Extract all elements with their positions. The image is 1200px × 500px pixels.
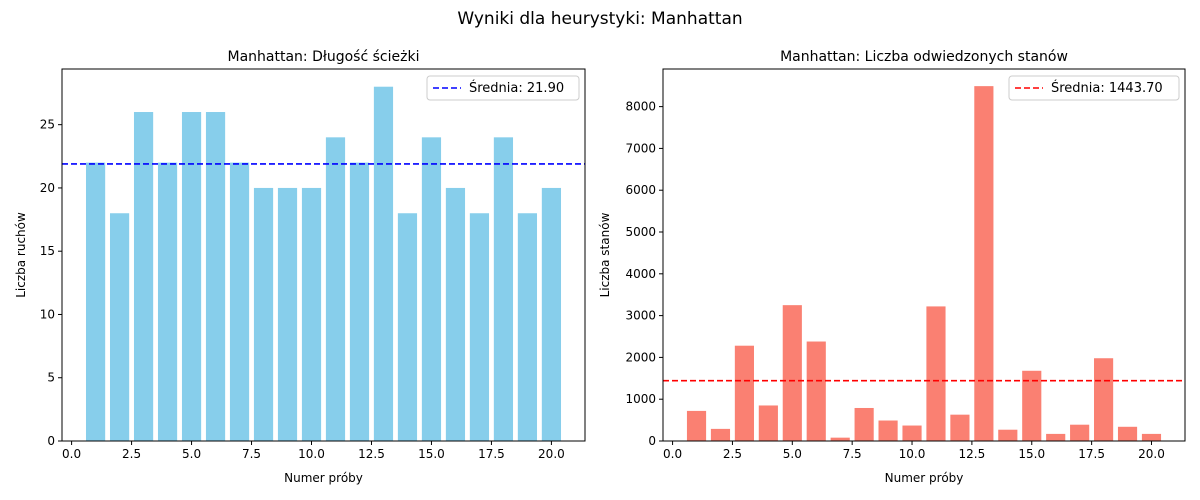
bar-5 — [181, 112, 202, 441]
x-tick-label: 7.5 — [242, 447, 261, 461]
y-tick-label: 20 — [40, 181, 55, 195]
x-tick-label: 12.5 — [959, 447, 986, 461]
bar-4 — [157, 162, 178, 441]
y-axis-label: Liczba ruchów — [14, 212, 28, 298]
x-tick-label: 5.0 — [783, 447, 802, 461]
bar-3 — [734, 345, 754, 441]
bar-17 — [469, 213, 490, 441]
bar-14 — [998, 429, 1018, 441]
bar-17 — [1070, 424, 1090, 441]
bar-20 — [1141, 433, 1162, 441]
bar-16 — [445, 187, 466, 441]
y-tick-label: 4000 — [625, 267, 656, 281]
y-tick-label: 3000 — [625, 309, 656, 323]
bar-10 — [301, 187, 322, 441]
y-tick-label: 6000 — [625, 183, 656, 197]
x-tick-label: 12.5 — [358, 447, 385, 461]
y-tick-label: 10 — [40, 307, 55, 321]
x-tick-label: 17.5 — [1078, 447, 1105, 461]
bar-12 — [950, 414, 970, 441]
chart-title: Manhattan: Długość ścieżki — [228, 49, 420, 65]
legend-label: Średnia: 21.90 — [469, 80, 564, 96]
x-tick-label: 5.0 — [182, 447, 201, 461]
x-tick-label: 10.0 — [298, 447, 325, 461]
bar-2 — [109, 213, 130, 441]
bar-8 — [253, 187, 274, 441]
x-axis-label: Numer próby — [284, 471, 363, 485]
bar-12 — [349, 162, 370, 441]
x-axis-label: Numer próby — [885, 471, 964, 485]
y-tick-label: 25 — [40, 118, 55, 132]
legend-box — [1008, 75, 1180, 101]
x-tick-label: 0.0 — [62, 447, 81, 461]
x-tick-label: 20.0 — [1138, 447, 1165, 461]
legend-label: Średnia: 1443.70 — [1051, 80, 1163, 96]
bar-3 — [133, 112, 154, 441]
x-tick-label: 2.5 — [723, 447, 742, 461]
bar-9 — [878, 420, 898, 441]
bar-1 — [85, 162, 106, 441]
y-tick-label: 5000 — [625, 225, 656, 239]
bar-1 — [686, 410, 707, 441]
bar-13 — [974, 86, 994, 441]
bar-16 — [1046, 433, 1066, 441]
x-tick-label: 10.0 — [899, 447, 926, 461]
figure-suptitle: Wyniki dla heurystyki: Manhattan — [457, 9, 742, 29]
bar-18 — [1094, 358, 1114, 441]
bar-7 — [830, 437, 850, 441]
bar-13 — [373, 86, 394, 441]
y-tick-label: 7000 — [625, 141, 656, 155]
bar-5 — [782, 305, 802, 441]
x-tick-label: 15.0 — [418, 447, 445, 461]
y-tick-label: 5 — [47, 371, 55, 385]
chart-title: Manhattan: Liczba odwiedzonych stanów — [780, 49, 1068, 65]
bar-10 — [902, 425, 922, 441]
bar-15 — [1022, 370, 1042, 441]
bar-18 — [493, 137, 514, 441]
plot-frame — [662, 68, 1186, 442]
bar-6 — [205, 112, 226, 441]
bar-11 — [926, 306, 946, 441]
legend-box — [426, 75, 580, 101]
bar-11 — [325, 137, 346, 441]
bar-15 — [421, 137, 442, 441]
chart-visited-states: 0.0 2.5 5.0 7.5 10.0 12.5 15.0 17.5 20.0 0 1000 200… — [598, 49, 1186, 485]
bar-9 — [277, 187, 298, 441]
y-tick-label: 0 — [648, 434, 656, 448]
x-tick-label: 15.0 — [1018, 447, 1045, 461]
y-tick-label: 1000 — [625, 392, 656, 406]
bar-8 — [854, 407, 874, 441]
x-tick-label: 0.0 — [663, 447, 682, 461]
x-tick-label: 20.0 — [538, 447, 565, 461]
y-tick-label: 8000 — [625, 100, 656, 114]
bar-19 — [1117, 426, 1138, 441]
y-tick-label: 2000 — [625, 350, 656, 364]
plot-frame — [61, 68, 586, 442]
y-axis-label: Liczba stanów — [598, 212, 612, 297]
x-tick-label: 7.5 — [843, 447, 862, 461]
legend: Średnia: 21.90 — [426, 75, 580, 101]
bar-6 — [806, 341, 826, 441]
chart-path-length: 0.0 2.5 5.0 7.5 10.0 12.5 15.0 17.5 20.0 0 5 10 15 20… — [14, 49, 586, 485]
y-tick-label: 0 — [47, 434, 55, 448]
y-tick-label: 15 — [40, 244, 55, 258]
bar-7 — [229, 162, 250, 441]
legend: Średnia: 1443.70 — [1008, 75, 1180, 101]
x-tick-label: 2.5 — [122, 447, 141, 461]
bar-4 — [758, 405, 778, 441]
x-tick-label: 17.5 — [478, 447, 505, 461]
bar-14 — [397, 213, 418, 441]
bar-20 — [541, 187, 562, 441]
bar-2 — [710, 428, 731, 441]
bar-19 — [517, 213, 538, 441]
